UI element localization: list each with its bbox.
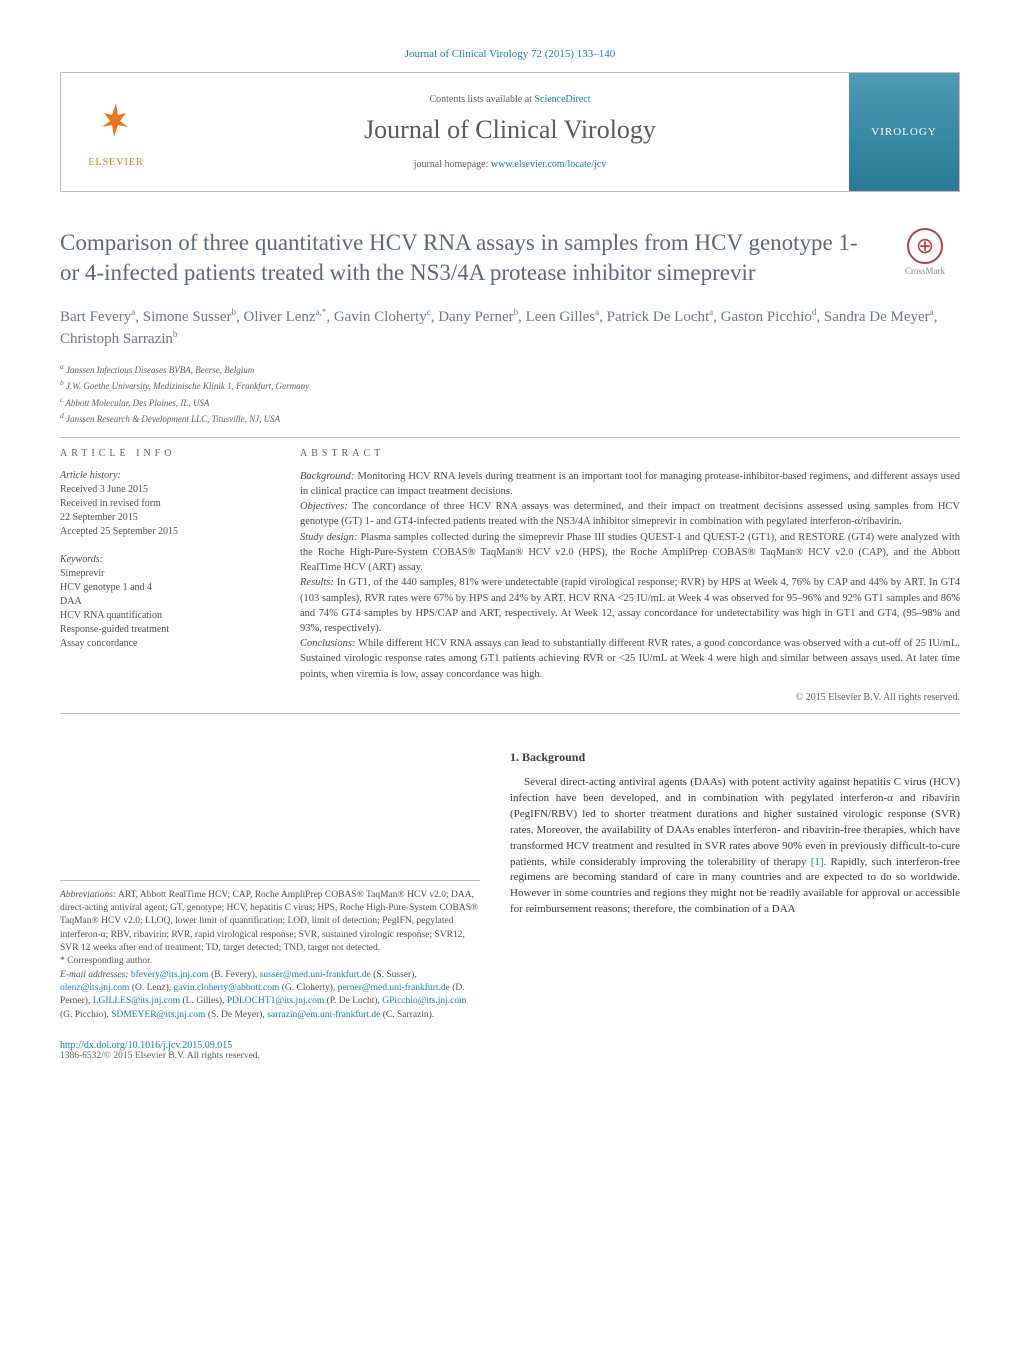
- article-history: Article history: Received 3 June 2015Rec…: [60, 469, 270, 539]
- article-info-label: ARTICLE INFO: [60, 448, 270, 459]
- journal-cover-thumb: VIROLOGY: [849, 73, 959, 191]
- crossmark-badge[interactable]: ⊕ CrossMark: [890, 228, 960, 276]
- authors-list: Bart Feverya, Simone Susserb, Oliver Len…: [60, 306, 960, 351]
- abbrev-header: Abbreviations:: [60, 890, 116, 900]
- contents-line: Contents lists available at ScienceDirec…: [429, 94, 590, 105]
- abs-study-hdr: Study design:: [300, 532, 357, 543]
- article-title: Comparison of three quantitative HCV RNA…: [60, 228, 890, 288]
- footnotes: Abbreviations: ART, Abbott RealTime HCV;…: [60, 880, 480, 1022]
- abs-study: Plasma samples collected during the sime…: [300, 532, 960, 573]
- contents-prefix: Contents lists available at: [429, 94, 534, 105]
- sciencedirect-link[interactable]: ScienceDirect: [534, 94, 590, 105]
- divider: [60, 437, 960, 438]
- abs-objectives: The concordance of three HCV RNA assays …: [300, 501, 960, 527]
- keywords-header: Keywords:: [60, 553, 270, 567]
- elsevier-tree-icon: [92, 97, 140, 153]
- homepage-line: journal homepage: www.elsevier.com/locat…: [414, 159, 607, 170]
- doi-link[interactable]: http://dx.doi.org/10.1016/j.jcv.2015.09.…: [60, 1040, 480, 1051]
- elsevier-logo: ELSEVIER: [61, 73, 171, 191]
- cover-label: VIROLOGY: [871, 126, 936, 138]
- history-header: Article history:: [60, 469, 270, 483]
- crossmark-icon: ⊕: [907, 228, 943, 264]
- abstract-column: ABSTRACT Background: Monitoring HCV RNA …: [300, 448, 960, 703]
- abs-background-hdr: Background:: [300, 471, 354, 482]
- elsevier-label: ELSEVIER: [88, 157, 143, 168]
- left-column: Abbreviations: ART, Abbott RealTime HCV;…: [60, 750, 480, 1061]
- abs-results-hdr: Results:: [300, 577, 334, 588]
- journal-reference: Journal of Clinical Virology 72 (2015) 1…: [60, 48, 960, 60]
- issn-copyright: 1386-6532/© 2015 Elsevier B.V. All right…: [60, 1051, 480, 1061]
- right-column: 1. Background Several direct-acting anti…: [510, 750, 960, 1061]
- abstract-label: ABSTRACT: [300, 448, 960, 459]
- abbrev-text: ART, Abbott RealTime HCV; CAP, Roche Amp…: [60, 890, 478, 953]
- article-info-column: ARTICLE INFO Article history: Received 3…: [60, 448, 270, 703]
- abstract-text: Background: Monitoring HCV RNA levels du…: [300, 469, 960, 682]
- abs-objectives-hdr: Objectives:: [300, 501, 348, 512]
- affiliations: a Janssen Infectious Diseases BVBA, Beer…: [60, 361, 960, 427]
- abs-conclusions: While different HCV RNA assays can lead …: [300, 638, 960, 679]
- corresponding-author: * Corresponding author.: [60, 955, 480, 968]
- section-heading: 1. Background: [510, 750, 960, 765]
- abs-results: In GT1, of the 440 samples, 81% were und…: [300, 577, 960, 634]
- journal-name: Journal of Clinical Virology: [364, 115, 656, 145]
- abstract-copyright: © 2015 Elsevier B.V. All rights reserved…: [300, 692, 960, 703]
- header-center: Contents lists available at ScienceDirec…: [171, 73, 849, 191]
- abs-conclusions-hdr: Conclusions:: [300, 638, 355, 649]
- homepage-link[interactable]: www.elsevier.com/locate/jcv: [491, 159, 606, 170]
- crossmark-label: CrossMark: [905, 266, 945, 276]
- abs-background: Monitoring HCV RNA levels during treatme…: [300, 471, 960, 497]
- divider: [60, 713, 960, 714]
- journal-header: ELSEVIER Contents lists available at Sci…: [60, 72, 960, 192]
- email-header: E-mail addresses:: [60, 970, 129, 980]
- body-paragraph: Several direct-acting antiviral agents (…: [510, 775, 960, 918]
- homepage-prefix: journal homepage:: [414, 159, 491, 170]
- keywords-block: Keywords: SimeprevirHCV genotype 1 and 4…: [60, 553, 270, 651]
